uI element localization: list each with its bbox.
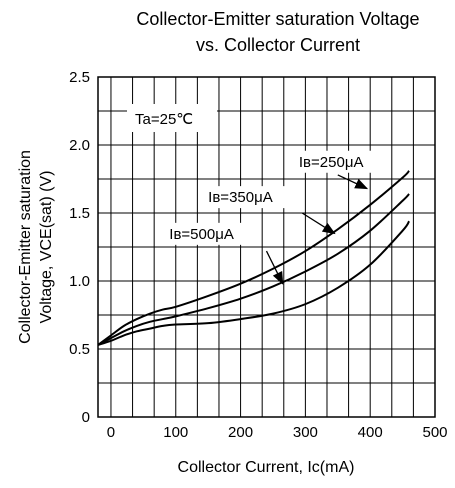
y-tick-label: 1.5	[69, 205, 90, 222]
chart-title-line-1: Collector-Emitter saturation Voltage	[136, 9, 419, 29]
y-tick-labels: 0 0.5 1.0 1.5 2.0 2.5	[69, 69, 90, 426]
x-tick-labels: 0 100 200 300 400 500	[107, 424, 448, 441]
annotation-arrow-3	[265, 250, 284, 285]
annotation-bg	[204, 186, 293, 209]
condition-label: Ta=25℃	[135, 111, 193, 128]
series-line-1	[97, 170, 410, 346]
x-tick-label: 0	[107, 424, 115, 441]
x-tick-label: 300	[293, 424, 318, 441]
annotation-bg	[294, 150, 383, 173]
y-tick-label: 2.0	[69, 137, 90, 154]
plot-frame	[97, 76, 436, 418]
x-tick-label: 100	[163, 424, 188, 441]
series-group	[97, 170, 410, 346]
annotations: Iʙ=250μA Iʙ=350μA Iʙ=500μA	[165, 150, 383, 285]
annotation-arrow-2	[301, 212, 336, 235]
annotation-arrow-1	[337, 174, 369, 190]
x-axis-label: Collector Current, Ic(mA)	[178, 459, 355, 476]
annotation-label-3: Iʙ=500μA	[169, 226, 234, 243]
y-tick-label: 0.5	[69, 341, 90, 358]
x-tick-label: 400	[358, 424, 383, 441]
y-axis-label-line-1: Collector-Emitter saturation	[17, 150, 34, 344]
y-tick-label: 2.5	[69, 69, 90, 86]
series-line-3	[97, 220, 410, 346]
y-axis-label: Collector-Emitter saturation Voltage, VC…	[17, 150, 55, 344]
annotation-bg	[165, 222, 254, 245]
x-tick-label: 500	[422, 424, 447, 441]
annotation-label-1: Iʙ=250μA	[299, 154, 364, 171]
grid	[98, 77, 436, 417]
y-tick-label: 1.0	[69, 273, 90, 290]
annotation-label-2: Iʙ=350μA	[208, 189, 273, 206]
y-tick-label: 0	[82, 409, 90, 426]
y-axis-label-line-2: Voltage, VCE(sat) (V)	[38, 171, 55, 324]
condition-label-bg	[127, 104, 217, 132]
x-tick-label: 200	[228, 424, 253, 441]
series-line-2	[97, 193, 410, 346]
chart-title-line-2: vs. Collector Current	[196, 35, 360, 55]
